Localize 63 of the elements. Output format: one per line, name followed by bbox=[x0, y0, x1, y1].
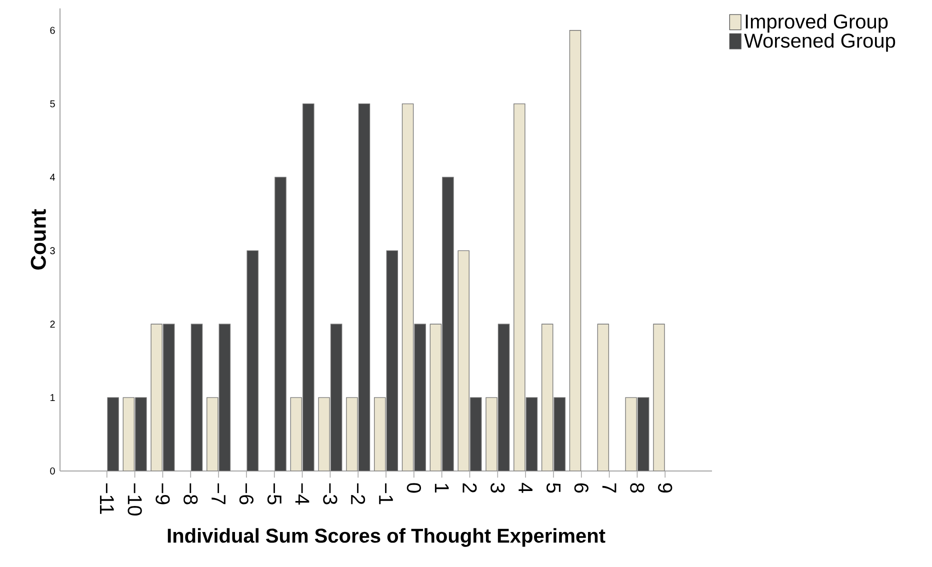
bar bbox=[653, 324, 665, 471]
legend-label: Worsened Group bbox=[744, 33, 896, 52]
x-tick-label: −5 bbox=[267, 483, 282, 504]
x-tick-label: 9 bbox=[658, 483, 672, 493]
bar bbox=[122, 397, 135, 471]
x-tick-label: 7 bbox=[602, 483, 616, 492]
bar bbox=[526, 397, 538, 471]
x-tick-label: 3 bbox=[490, 483, 505, 493]
bar bbox=[206, 397, 218, 471]
bar bbox=[358, 103, 370, 471]
bar bbox=[386, 250, 398, 471]
x-tick-label: −7 bbox=[212, 483, 226, 504]
y-tick-label: 3 bbox=[50, 247, 55, 254]
x-axis-title: Individual Sum Scores of Thought Experiment bbox=[168, 528, 606, 547]
y-tick-label: 5 bbox=[50, 100, 55, 108]
bar bbox=[414, 324, 426, 471]
x-tick-label: 6 bbox=[574, 483, 588, 493]
legend-label: Improved Group bbox=[746, 14, 888, 33]
x-tick-label: −2 bbox=[351, 483, 366, 504]
y-tick-label: 0 bbox=[50, 467, 55, 475]
bar bbox=[218, 324, 231, 471]
x-tick-label: −4 bbox=[295, 483, 310, 505]
bar bbox=[498, 324, 510, 471]
bar bbox=[274, 176, 286, 471]
bar bbox=[554, 397, 566, 471]
bar bbox=[135, 397, 147, 471]
y-tick-label: 6 bbox=[50, 26, 55, 34]
x-tick-label: −1 bbox=[379, 483, 393, 504]
bar bbox=[597, 324, 610, 471]
x-tick-label: −6 bbox=[239, 483, 254, 504]
x-tick-label: 1 bbox=[434, 484, 449, 493]
bar bbox=[246, 250, 258, 471]
x-tick-label: 0 bbox=[406, 483, 421, 493]
bar bbox=[625, 397, 637, 471]
bar bbox=[374, 397, 386, 471]
bar bbox=[458, 250, 470, 471]
bar bbox=[514, 103, 526, 471]
x-tick-label: 8 bbox=[630, 483, 644, 493]
y-tick-label: 1 bbox=[50, 394, 55, 401]
x-tick-label: −11 bbox=[100, 483, 114, 514]
bar bbox=[162, 324, 175, 471]
bar bbox=[569, 30, 582, 471]
y-tick-label: 2 bbox=[50, 320, 55, 328]
bar bbox=[541, 324, 554, 471]
x-tick-label: −3 bbox=[323, 483, 338, 504]
bar bbox=[470, 397, 482, 471]
bar bbox=[330, 324, 342, 471]
x-tick-label: 4 bbox=[518, 482, 532, 493]
x-tick-label: 5 bbox=[546, 483, 560, 493]
x-tick-label: −9 bbox=[156, 483, 170, 504]
y-axis-title: Count bbox=[30, 209, 46, 270]
y-tick-label: 4 bbox=[50, 174, 56, 181]
bar bbox=[442, 176, 454, 471]
bar bbox=[430, 324, 442, 471]
x-tick-label: 2 bbox=[462, 483, 477, 492]
bar bbox=[290, 397, 302, 471]
x-tick-label: −10 bbox=[128, 483, 142, 516]
bar bbox=[637, 397, 650, 471]
x-tick-label: −8 bbox=[184, 483, 198, 504]
bar bbox=[190, 324, 203, 471]
bar bbox=[302, 103, 314, 471]
bar bbox=[402, 103, 414, 471]
bar bbox=[150, 324, 162, 471]
